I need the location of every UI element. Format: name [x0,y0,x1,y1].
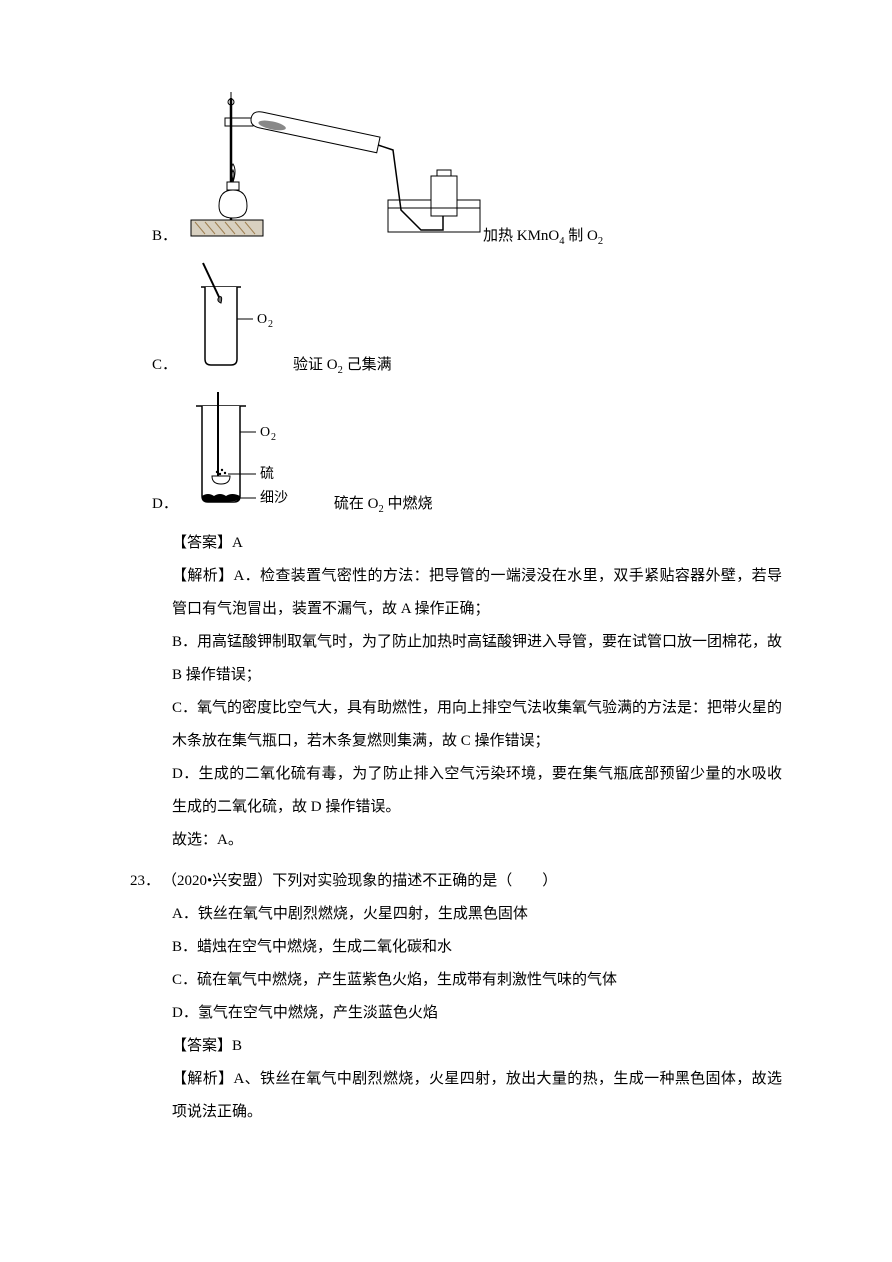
option-b-cap-mid: 制 O [565,228,598,244]
option-d-cap-pre: 硫在 O [334,496,379,512]
option-d-row: D． O 2 硫 细沙 硫在 O2 中燃烧 [152,388,782,521]
option-d-letter: D． [152,488,178,521]
option-b-caption: 加热 KMnO4 制 O2 [483,220,603,253]
q23-row: 23． （2020•兴安盟）下列对实验现象的描述不正确的是（ ） [130,865,782,898]
q23-num: 23． [130,865,162,898]
option-c-letter: C． [152,349,177,382]
svg-text:2: 2 [268,319,273,330]
answer-1: 【答案】A [172,527,782,560]
expl-1-d: D．生成的二氧化硫有毒，为了防止排入空气污染环境，要在集气瓶底部预留少量的水吸收… [172,758,782,824]
option-d-caption: 硫在 O2 中燃烧 [334,488,433,521]
option-b-letter: B． [152,220,177,253]
option-c-diagram: O 2 [183,259,293,382]
option-b-diagram [183,90,483,253]
q23-opt-d: D．氢气在空气中燃烧，产生淡蓝色火焰 [172,997,782,1030]
svg-text:O: O [257,312,267,327]
option-c-caption: 验证 O2 己集满 [293,349,392,382]
q23-opt-a: A．铁丝在氧气中剧烈燃烧，火星四射，生成黑色固体 [172,898,782,931]
expl-1-b: B．用高锰酸钾制取氧气时，为了防止加热时高锰酸钾进入导管，要在试管口放一团棉花，… [172,626,782,692]
svg-text:硫: 硫 [260,466,274,482]
option-c-row: C． O 2 验证 O2 己集满 [152,259,782,382]
expl-1-a: 【解析】A．检查装置气密性的方法：把导管的一端浸没在水里，双手紧贴容器外壁，若导… [172,560,782,626]
option-b-sub2: 2 [598,236,603,247]
option-c-cap-post: 己集满 [343,357,392,373]
option-c-cap-pre: 验证 O [293,357,338,373]
svg-text:细沙: 细沙 [260,490,288,506]
svg-text:O: O [260,425,270,440]
q23-stem: （2020•兴安盟）下列对实验现象的描述不正确的是（ ） [162,865,782,898]
q23-opt-b: B．蜡烛在空气中燃烧，生成二氧化碳和水 [172,931,782,964]
expl-1-choice: 故选：A。 [172,824,782,857]
q23-answer: 【答案】B [172,1030,782,1063]
option-b-cap-pre: 加热 KMnO [483,228,559,244]
option-d-cap-post: 中燃烧 [384,496,433,512]
q23-expl: 【解析】A、铁丝在氧气中剧烈燃烧，火星四射，放出大量的热，生成一种黑色固体，故选… [172,1063,782,1129]
option-d-diagram: O 2 硫 细沙 [184,388,334,521]
option-b-row: B． [152,90,782,253]
q23-opt-c: C．硫在氧气中燃烧，产生蓝紫色火焰，生成带有刺激性气味的气体 [172,964,782,997]
svg-text:2: 2 [271,432,276,443]
expl-1-c: C．氧气的密度比空气大，具有助燃性，用向上排空气法收集氧气验满的方法是：把带火星… [172,692,782,758]
